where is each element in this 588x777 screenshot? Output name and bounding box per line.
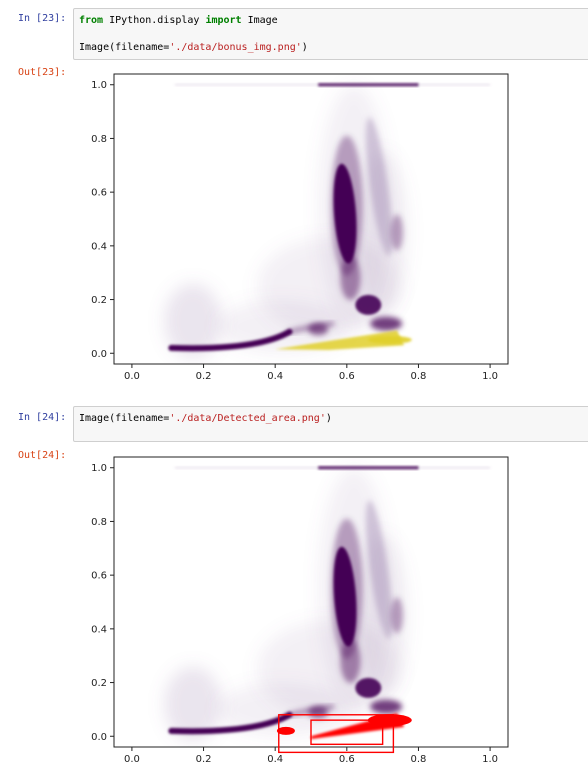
y-tick-label: 0.4 (91, 624, 107, 635)
in-prompt: In [23]: (18, 13, 67, 24)
y-tick-label: 0.8 (91, 517, 107, 528)
x-tick-label: 0.8 (411, 754, 427, 765)
x-tick-label: 0.4 (267, 371, 283, 382)
top-band-faint (174, 83, 491, 86)
bottom-curve-faint (287, 321, 335, 334)
y-tick-label: 0.0 (91, 349, 107, 360)
x-tick-label: 0.0 (124, 371, 140, 382)
lower-blob (370, 316, 403, 331)
bottom-curve (168, 711, 293, 735)
axes-frame (113, 73, 509, 365)
y-tick-label: 0.4 (91, 241, 107, 252)
y-tick-label: 0.2 (91, 295, 107, 306)
y-tick-label: 0.2 (91, 678, 107, 689)
y-tick-label: 1.0 (91, 80, 107, 91)
cluster-tail (340, 639, 361, 684)
x-tick-label: 1.0 (482, 754, 498, 765)
axes-frame (113, 456, 509, 748)
keyword-import: import (205, 15, 242, 26)
main-cluster-halo (330, 135, 363, 276)
lower-blob (370, 699, 403, 714)
y-tick-label: 0.0 (91, 732, 107, 743)
module-name: IPython.display (103, 15, 206, 26)
code-line-image: Image(filename='./data/Detected_area.png… (79, 413, 332, 425)
lower-blob (355, 294, 382, 315)
scatter-plot-1: 0.0 0.2 0.4 0.6 0.8 1.0 0.0 0.2 0.4 0.6 0.8 1.0 (91, 73, 509, 382)
imported-name: Image (241, 15, 278, 26)
x-tick-label: 0.6 (339, 754, 355, 765)
out-prompt: Out[23]: (18, 67, 67, 78)
in-prompt: In [24]: (18, 412, 67, 423)
keyword-from: from (79, 15, 104, 26)
x-tick-label: 0.0 (124, 754, 140, 765)
streak-blob (390, 214, 403, 251)
diagonal-streak (365, 117, 393, 257)
top-band-faint (174, 466, 491, 469)
code-input[interactable]: Image(filename='./data/Detected_area.png… (73, 406, 588, 442)
out-prompt: Out[24]: (18, 450, 67, 461)
main-cluster-halo (330, 518, 363, 659)
detected-blob (276, 726, 295, 735)
x-tick-label: 1.0 (482, 371, 498, 382)
x-tick-label: 0.8 (411, 371, 427, 382)
x-tick-label: 0.6 (339, 371, 355, 382)
output-image-plot: 0.0 0.2 0.4 0.6 0.8 1.0 0.0 0.2 0.4 0.6 0.8 1.0 (76, 453, 516, 777)
code-line-import: from IPython.display import Image (79, 15, 278, 27)
x-tick-label: 0.2 (196, 371, 212, 382)
y-tick-label: 1.0 (91, 463, 107, 474)
call-prefix: Image(filename= (79, 413, 170, 424)
density-haze (164, 666, 222, 742)
scatter-density (164, 466, 491, 742)
streak-blob (390, 597, 403, 634)
y-tick-label: 0.6 (91, 188, 107, 199)
highlight-wedge (275, 330, 405, 351)
x-tick-label: 0.2 (196, 754, 212, 765)
scatter-density (164, 83, 491, 359)
lower-blob (355, 677, 382, 698)
density-haze (164, 283, 222, 359)
detection-box (278, 714, 395, 754)
code-line-image: Image(filename='./data/bonus_img.png') (79, 42, 308, 54)
code-input[interactable]: from IPython.display import Image Image(… (73, 8, 588, 60)
call-prefix: Image(filename= (79, 42, 170, 53)
string-literal: './data/bonus_img.png' (169, 42, 302, 53)
bottom-curve-faint (287, 704, 335, 717)
scatter-plot-2: 0.0 0.2 0.4 0.6 0.8 1.0 0.0 0.2 0.4 0.6 0.8 1.0 (91, 456, 509, 765)
y-tick-label: 0.6 (91, 571, 107, 582)
cluster-tail (340, 256, 361, 301)
output-image-plot: 0.0 0.2 0.4 0.6 0.8 1.0 0.0 0.2 0.4 0.6 0.8 1.0 (76, 70, 516, 394)
string-literal: './data/Detected_area.png' (169, 413, 326, 424)
call-suffix: ) (301, 42, 308, 53)
detection-box (310, 719, 384, 746)
highlight-core (367, 335, 412, 344)
detected-area-core (367, 714, 412, 727)
diagonal-streak (365, 500, 393, 640)
bottom-curve (168, 328, 293, 352)
y-tick-label: 0.8 (91, 134, 107, 145)
call-suffix: ) (325, 413, 332, 424)
x-tick-label: 0.4 (267, 754, 283, 765)
